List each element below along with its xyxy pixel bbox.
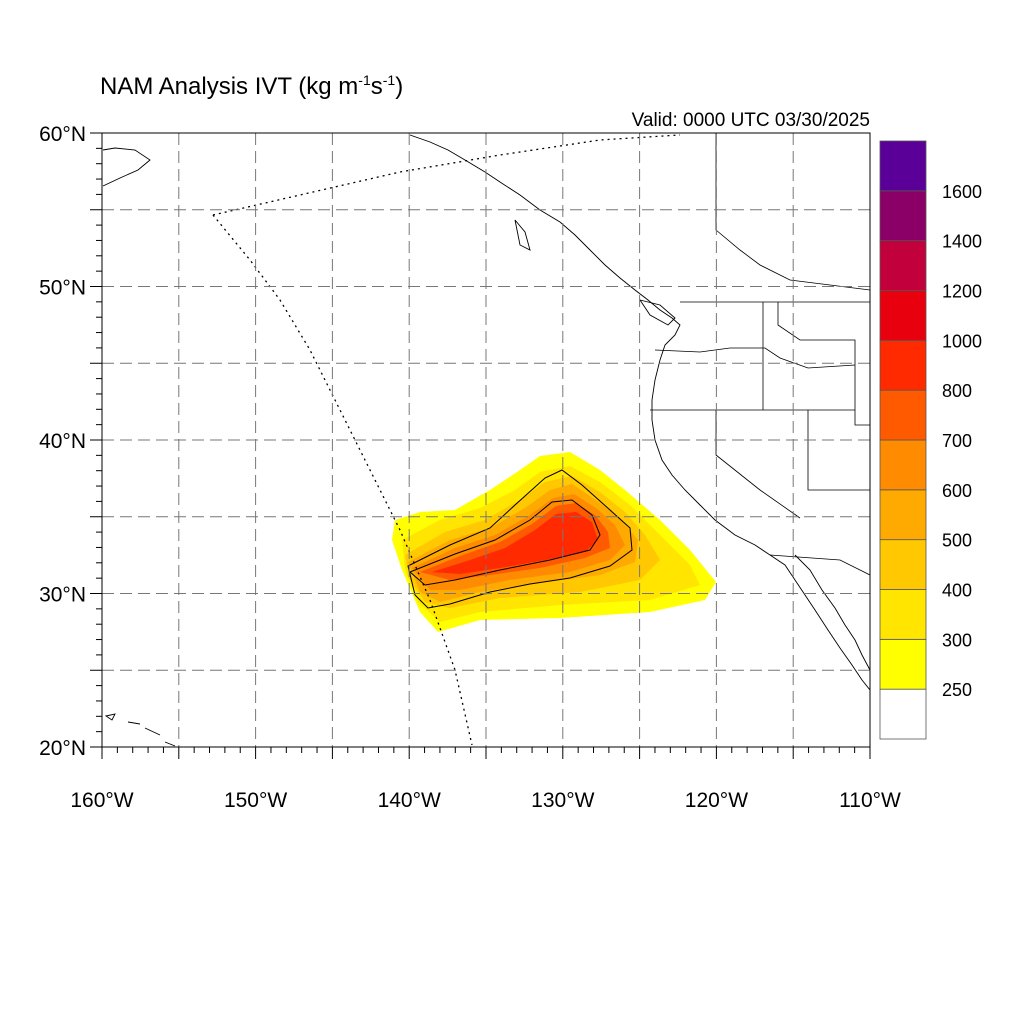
domain-edge-north	[212, 134, 681, 216]
lon-label: 130°W	[531, 789, 594, 812]
lon-label: 140°W	[378, 789, 441, 812]
lon-label: 160°W	[70, 789, 133, 812]
island-vancouver	[638, 299, 676, 326]
lon-label: 110°W	[839, 789, 901, 812]
colorbar-label: 1400	[942, 232, 982, 252]
latitude-labels: 60°N 50°N 40°N 30°N 20°N	[39, 123, 86, 760]
colorbar-swatch	[879, 638, 927, 690]
ivt-shading	[392, 452, 716, 632]
colorbar-swatch	[879, 439, 927, 491]
valid-time-label: Valid: 0000 UTC 03/30/2025	[631, 110, 870, 131]
colorbar-swatch	[879, 589, 927, 640]
colorbar-swatch	[879, 290, 927, 341]
colorbar-swatch	[879, 140, 927, 192]
political-borders	[650, 133, 870, 576]
lat-label: 50°N	[39, 277, 86, 300]
lat-label: 30°N	[39, 584, 86, 607]
coastline-north-america	[409, 134, 870, 691]
border-mt-id	[777, 302, 870, 426]
border-nv-ut-az	[807, 410, 870, 491]
coastline-baja-gulf	[794, 554, 870, 671]
colorbar-swatch	[879, 688, 927, 740]
border-wa-or	[654, 347, 856, 369]
axis-ticks	[90, 132, 871, 759]
ivt-contour-outer	[407, 469, 633, 609]
colorbar-label: 500	[942, 531, 972, 551]
colorbar: 250 300 400 500 600 700 800 1000 1200 1400 1600	[879, 140, 982, 740]
ivt-contours	[407, 469, 633, 609]
map-title: NAM Analysis IVT (kg m-1s-1)	[100, 72, 404, 100]
coastline-hawaii	[104, 713, 176, 747]
colorbar-swatch	[879, 539, 927, 590]
colorbar-label: 300	[942, 630, 972, 650]
colorbar-swatch	[879, 489, 927, 541]
colorbar-label: 800	[942, 381, 972, 401]
domain-edge-west	[212, 214, 473, 746]
colorbar-swatch	[879, 339, 927, 391]
longitude-labels: 160°W 150°W 140°W 130°W 120°W 110°W	[70, 789, 901, 812]
colorbar-swatch	[879, 389, 927, 441]
colorbar-label: 1000	[942, 331, 982, 351]
border-ca-nv	[715, 410, 801, 519]
map-gridlines	[102, 133, 870, 747]
colorbar-label: 1200	[942, 282, 982, 302]
model-domain-boundary	[212, 134, 681, 746]
ivt-contour-inner	[409, 499, 601, 586]
colorbar-swatch	[879, 240, 927, 291]
coastline-alaska-islands	[102, 147, 151, 187]
lat-label: 60°N	[39, 123, 86, 146]
lat-label: 40°N	[39, 430, 86, 453]
coastlines	[102, 134, 870, 747]
colorbar-swatch	[879, 190, 927, 242]
colorbar-label: 700	[942, 431, 972, 451]
lat-label: 20°N	[39, 737, 86, 760]
lon-label: 120°W	[685, 789, 748, 812]
island-queen-charlotte	[514, 219, 531, 251]
colorbar-label: 400	[942, 581, 972, 601]
colorbar-label: 1600	[942, 182, 982, 202]
colorbar-label: 250	[942, 680, 972, 700]
colorbar-label: 600	[942, 481, 972, 501]
lon-label: 150°W	[224, 789, 287, 812]
ivt-band-800	[432, 512, 598, 574]
